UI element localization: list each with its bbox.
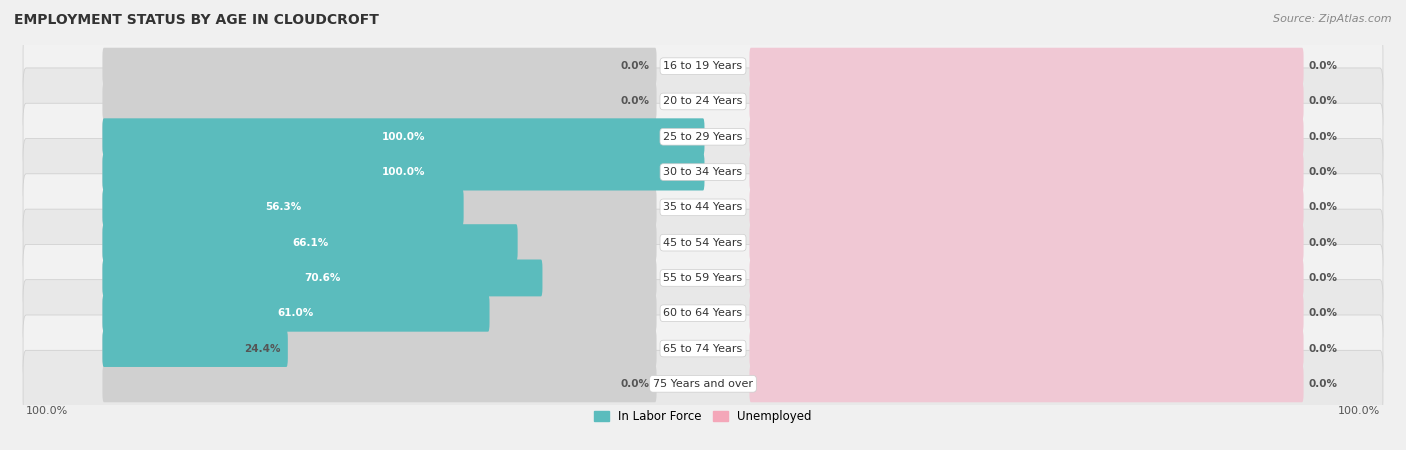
FancyBboxPatch shape: [22, 209, 1384, 276]
Text: 0.0%: 0.0%: [1308, 238, 1337, 248]
Text: 20 to 24 Years: 20 to 24 Years: [664, 96, 742, 107]
Text: 65 to 74 Years: 65 to 74 Years: [664, 343, 742, 354]
FancyBboxPatch shape: [749, 330, 1303, 367]
Text: 0.0%: 0.0%: [1308, 202, 1337, 212]
FancyBboxPatch shape: [22, 315, 1384, 382]
FancyBboxPatch shape: [103, 48, 657, 85]
FancyBboxPatch shape: [22, 174, 1384, 241]
Text: 61.0%: 61.0%: [278, 308, 314, 318]
FancyBboxPatch shape: [749, 153, 1303, 190]
Text: 45 to 54 Years: 45 to 54 Years: [664, 238, 742, 248]
Text: 0.0%: 0.0%: [1308, 96, 1337, 107]
Text: 24.4%: 24.4%: [243, 343, 280, 354]
Text: 0.0%: 0.0%: [1308, 167, 1337, 177]
Text: 16 to 19 Years: 16 to 19 Years: [664, 61, 742, 71]
FancyBboxPatch shape: [22, 33, 1384, 100]
FancyBboxPatch shape: [22, 350, 1384, 417]
Text: 100.0%: 100.0%: [1337, 406, 1379, 416]
FancyBboxPatch shape: [103, 224, 657, 261]
FancyBboxPatch shape: [103, 83, 657, 120]
Text: 70.6%: 70.6%: [304, 273, 340, 283]
Text: 56.3%: 56.3%: [264, 202, 301, 212]
Text: 0.0%: 0.0%: [620, 96, 650, 107]
Text: 55 to 59 Years: 55 to 59 Years: [664, 273, 742, 283]
Text: 0.0%: 0.0%: [1308, 61, 1337, 71]
Text: 0.0%: 0.0%: [1308, 132, 1337, 142]
FancyBboxPatch shape: [103, 118, 657, 155]
FancyBboxPatch shape: [749, 48, 1303, 85]
FancyBboxPatch shape: [749, 295, 1303, 332]
FancyBboxPatch shape: [103, 365, 657, 402]
FancyBboxPatch shape: [103, 118, 704, 155]
Legend: In Labor Force, Unemployed: In Labor Force, Unemployed: [589, 405, 817, 428]
Text: 35 to 44 Years: 35 to 44 Years: [664, 202, 742, 212]
FancyBboxPatch shape: [749, 189, 1303, 226]
FancyBboxPatch shape: [22, 103, 1384, 170]
FancyBboxPatch shape: [103, 330, 657, 367]
FancyBboxPatch shape: [103, 330, 288, 367]
FancyBboxPatch shape: [103, 153, 657, 190]
FancyBboxPatch shape: [749, 118, 1303, 155]
Text: 75 Years and over: 75 Years and over: [652, 379, 754, 389]
Text: 100.0%: 100.0%: [381, 167, 425, 177]
FancyBboxPatch shape: [22, 280, 1384, 347]
FancyBboxPatch shape: [22, 68, 1384, 135]
Text: 0.0%: 0.0%: [1308, 273, 1337, 283]
Text: 100.0%: 100.0%: [381, 132, 425, 142]
FancyBboxPatch shape: [103, 153, 704, 190]
FancyBboxPatch shape: [103, 295, 489, 332]
Text: 0.0%: 0.0%: [1308, 343, 1337, 354]
Text: Source: ZipAtlas.com: Source: ZipAtlas.com: [1274, 14, 1392, 23]
FancyBboxPatch shape: [749, 224, 1303, 261]
FancyBboxPatch shape: [103, 189, 464, 226]
FancyBboxPatch shape: [103, 260, 657, 297]
Text: 0.0%: 0.0%: [620, 61, 650, 71]
Text: 66.1%: 66.1%: [292, 238, 328, 248]
Text: 0.0%: 0.0%: [620, 379, 650, 389]
FancyBboxPatch shape: [103, 260, 543, 297]
Text: EMPLOYMENT STATUS BY AGE IN CLOUDCROFT: EMPLOYMENT STATUS BY AGE IN CLOUDCROFT: [14, 14, 380, 27]
Text: 30 to 34 Years: 30 to 34 Years: [664, 167, 742, 177]
FancyBboxPatch shape: [103, 295, 657, 332]
FancyBboxPatch shape: [22, 139, 1384, 206]
FancyBboxPatch shape: [749, 83, 1303, 120]
Text: 0.0%: 0.0%: [1308, 379, 1337, 389]
Text: 100.0%: 100.0%: [27, 406, 69, 416]
FancyBboxPatch shape: [749, 260, 1303, 297]
FancyBboxPatch shape: [103, 224, 517, 261]
FancyBboxPatch shape: [103, 189, 657, 226]
Text: 60 to 64 Years: 60 to 64 Years: [664, 308, 742, 318]
FancyBboxPatch shape: [22, 244, 1384, 311]
FancyBboxPatch shape: [749, 365, 1303, 402]
Text: 25 to 29 Years: 25 to 29 Years: [664, 132, 742, 142]
Text: 0.0%: 0.0%: [1308, 308, 1337, 318]
